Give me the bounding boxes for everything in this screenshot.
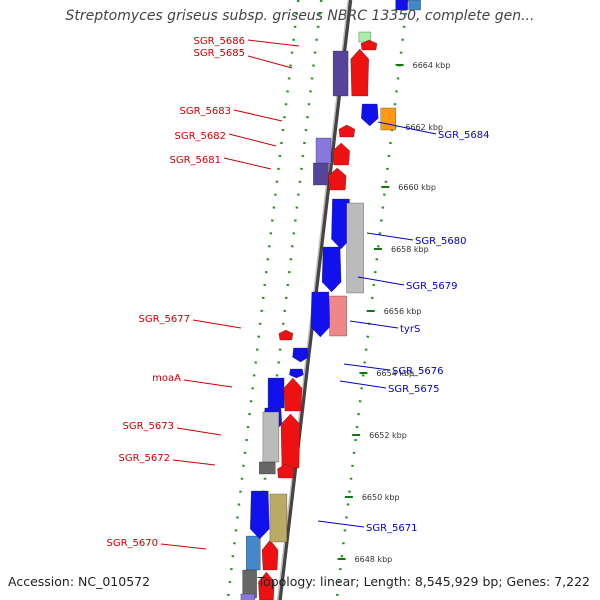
gene-label-left[interactable]: SGR_5672 (119, 453, 171, 464)
gene-label-left[interactable]: SGR_5681 (170, 155, 222, 166)
gene-label-leader (349, 320, 399, 329)
gene-label-leader (247, 55, 293, 69)
gene-arrow[interactable] (259, 461, 276, 475)
gene-arrow[interactable] (289, 368, 304, 379)
scale-tick-label: 6648 kbp (355, 555, 393, 564)
gene-label-left[interactable]: SGR_5686 (194, 36, 246, 47)
gene-label-leader (172, 459, 216, 466)
gene-label-left[interactable]: SGR_5685 (194, 48, 246, 59)
gene-label-leader (366, 232, 414, 241)
gene-arrow[interactable] (338, 124, 356, 138)
gene-label-leader (183, 379, 233, 388)
gene-label-leader (343, 363, 391, 371)
gene-label-left[interactable]: SGR_5683 (180, 106, 232, 117)
gene-arrow[interactable] (240, 593, 256, 600)
gene-arrow[interactable] (408, 0, 421, 11)
gene-label-left[interactable]: SGR_5677 (139, 314, 191, 325)
gene-label-right[interactable]: SGR_5679 (406, 281, 458, 292)
gene-arrow[interactable] (269, 493, 288, 543)
gene-arrow[interactable] (262, 411, 280, 463)
gene-arrow[interactable] (267, 377, 285, 409)
scale-tick-label: 6662 kbp (405, 123, 443, 132)
scale-tick-label: 6664 kbp (413, 61, 451, 70)
gene-label-leader (247, 39, 300, 47)
gene-arrow[interactable] (246, 535, 261, 571)
gene-arrow[interactable] (280, 413, 301, 469)
scale-tick-label: 6658 kbp (391, 245, 429, 254)
gene-label-left[interactable]: SGR_5670 (107, 538, 159, 549)
gene-arrow[interactable] (313, 162, 329, 186)
gene-arrow[interactable] (283, 377, 303, 412)
gene-label-leader (176, 427, 222, 436)
gene-arrow[interactable] (242, 569, 257, 599)
scale-tick-label: 6654 kbp (376, 369, 414, 378)
accession-text: Accession: NC_010572 (8, 574, 151, 589)
gene-label-leader (377, 121, 437, 135)
gene-arrow[interactable] (250, 490, 270, 540)
scale-tick-label: 6660 kbp (398, 183, 436, 192)
gene-label-leader (339, 380, 387, 389)
gene-arrow[interactable] (360, 39, 378, 51)
gene-arrow[interactable] (315, 137, 332, 165)
gene-arrow[interactable] (332, 50, 349, 97)
gene-arrow[interactable] (331, 198, 351, 250)
gene-label-left[interactable]: SGR_5673 (123, 421, 175, 432)
gene-arrow[interactable] (277, 463, 295, 479)
gene-arrow[interactable] (328, 167, 347, 191)
topology-text: Topology: linear; Length: 8,545,929 bp; … (257, 574, 590, 589)
gene-label-right[interactable]: SGR_5680 (415, 236, 467, 247)
gene-label-right[interactable]: SGR_5671 (366, 523, 418, 534)
gene-label-leader (317, 520, 365, 528)
gene-label-leader (223, 157, 272, 170)
gene-label-leader (228, 133, 277, 147)
gene-label-right[interactable]: SGR_5675 (388, 384, 440, 395)
gene-arrow[interactable] (380, 107, 396, 131)
gene-arrow[interactable] (261, 539, 279, 571)
gene-arrow[interactable] (310, 291, 330, 338)
gene-label-left[interactable]: SGR_5682 (175, 131, 227, 142)
gene-label-right[interactable]: tyrS (400, 324, 420, 335)
map-title: Streptomyces griseus subsp. griseus NBRC… (65, 8, 535, 24)
gene-arrow[interactable] (321, 246, 342, 293)
gene-label-leader (357, 276, 405, 286)
gene-label-leader (160, 543, 207, 550)
gene-arrow[interactable] (332, 142, 350, 166)
gene-arrow[interactable] (350, 48, 369, 97)
scale-tick-label: 6650 kbp (362, 493, 400, 502)
gene-arrow[interactable] (278, 329, 294, 341)
scale-tick-label: 6652 kbp (369, 431, 407, 440)
gene-label-right[interactable]: SGR_5676 (392, 366, 444, 377)
gene-arrow[interactable] (346, 202, 364, 294)
scale-tick-label: 6656 kbp (384, 307, 422, 316)
gene-label-left[interactable]: moaA (152, 373, 181, 384)
gene-arrow[interactable] (258, 571, 275, 600)
gene-arrow[interactable] (329, 295, 347, 337)
gene-arrow[interactable] (361, 103, 379, 127)
gene-label-right[interactable]: SGR_5684 (438, 130, 490, 141)
gene-label-leader (192, 319, 242, 329)
gene-arrow[interactable] (395, 0, 408, 11)
gene-label-leader (233, 109, 283, 122)
gene-arrow[interactable] (292, 347, 309, 363)
feature-layer (240, 0, 421, 600)
